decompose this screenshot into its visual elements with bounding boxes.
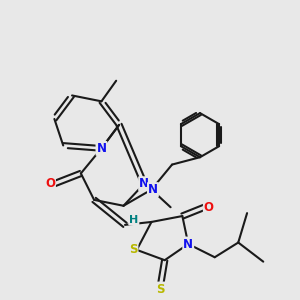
Text: S: S [129,243,137,256]
Text: N: N [97,142,106,155]
Text: N: N [148,183,158,196]
Text: S: S [156,283,164,296]
Text: O: O [45,177,55,190]
Text: N: N [139,177,149,190]
Text: O: O [204,201,214,214]
Text: H: H [129,214,138,225]
Text: N: N [183,238,193,250]
